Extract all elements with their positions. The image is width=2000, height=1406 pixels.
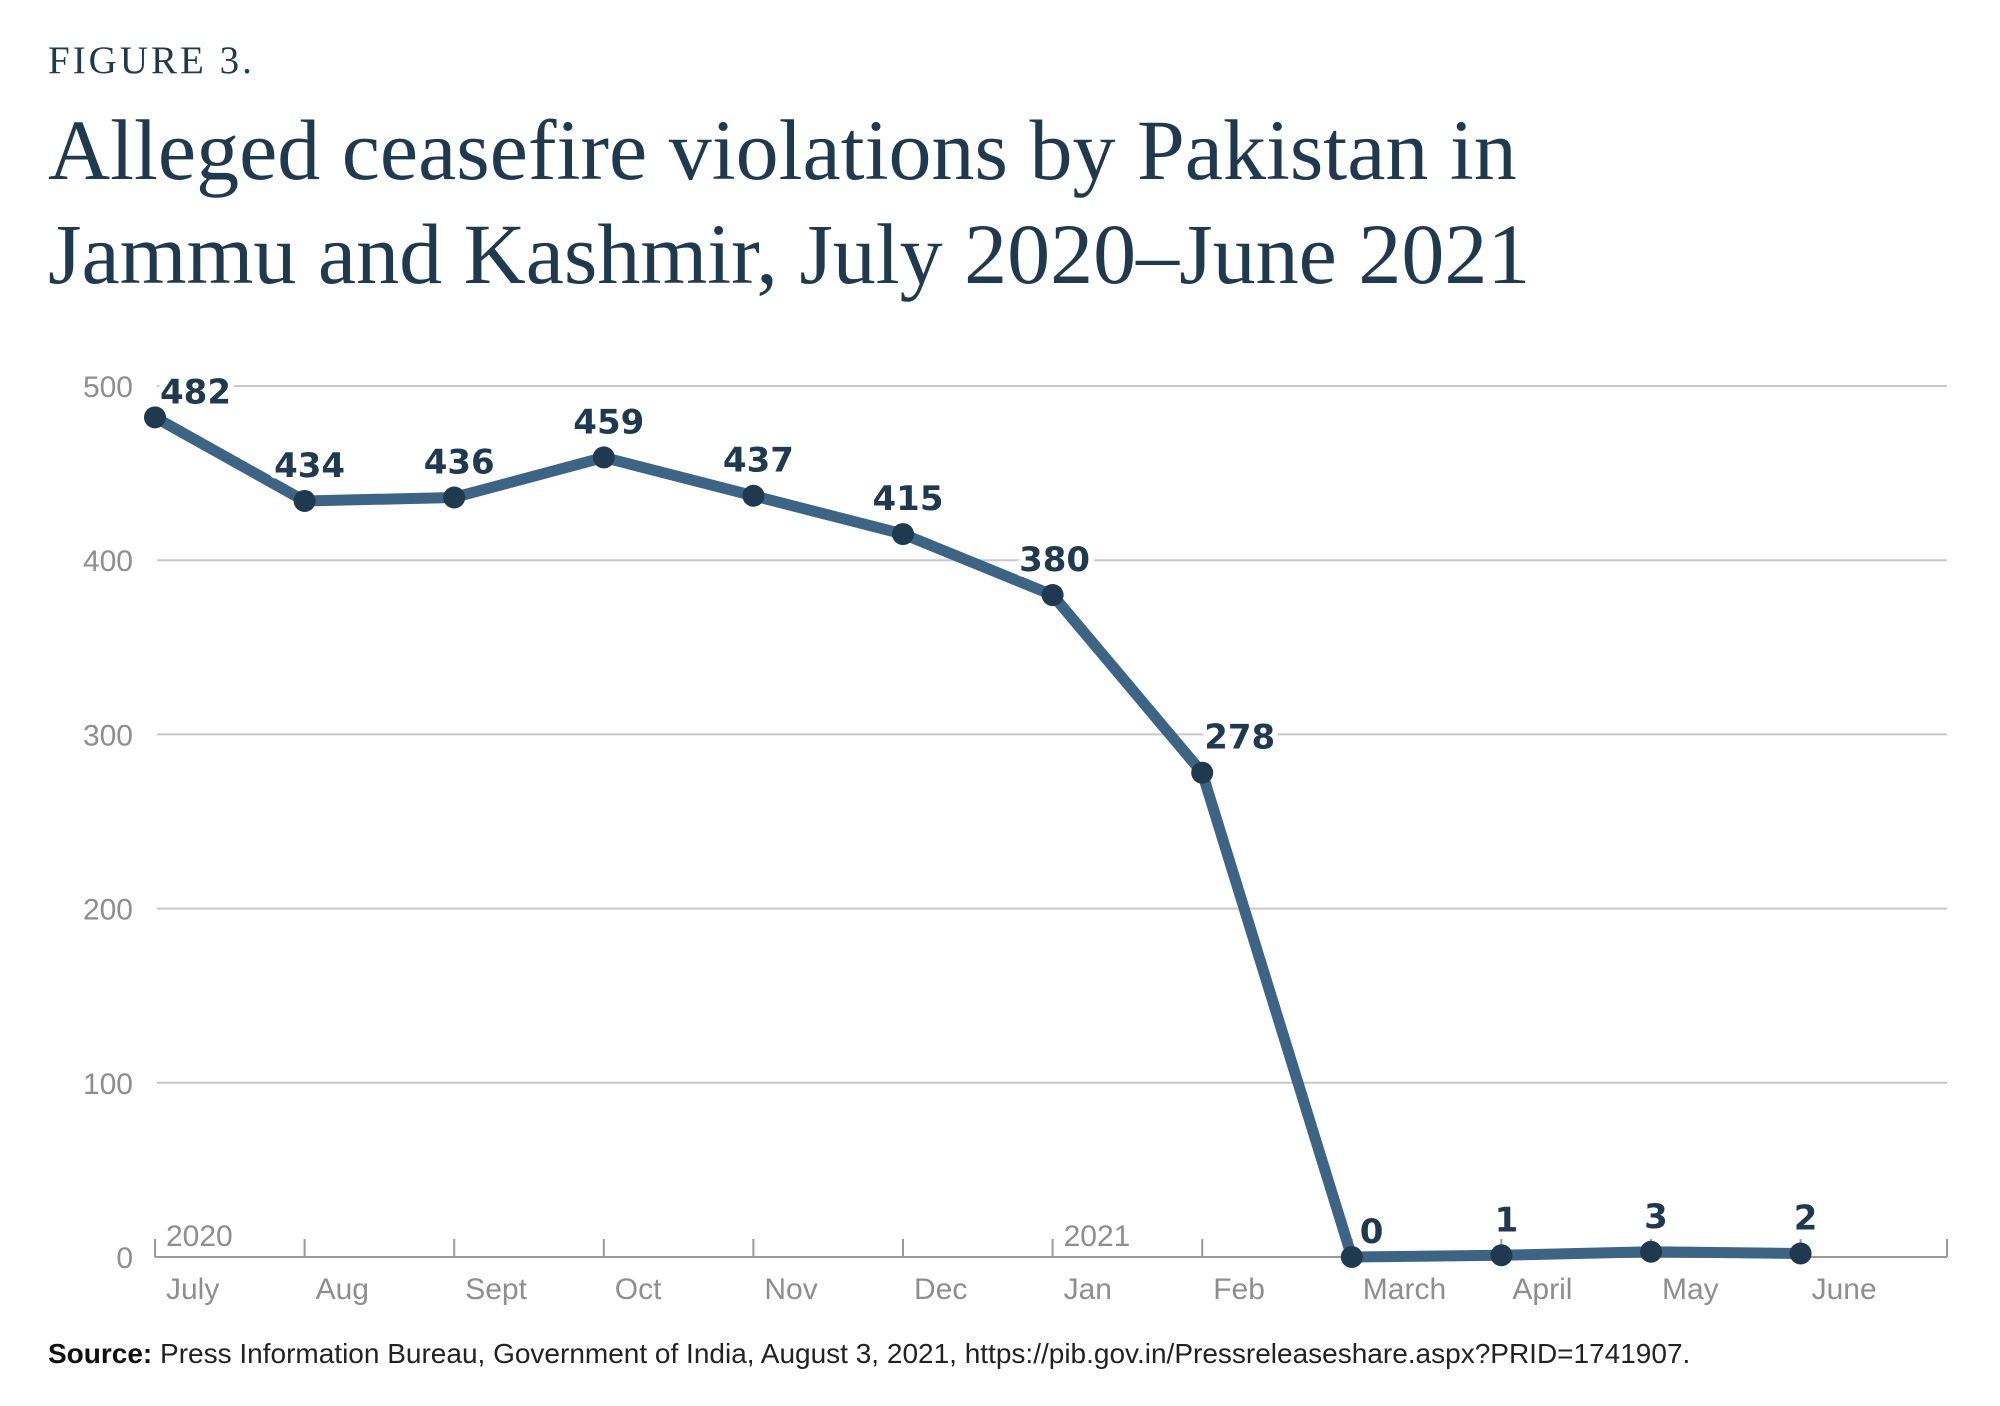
data-point xyxy=(1340,1246,1363,1268)
y-tick-label: 300 xyxy=(83,719,133,752)
x-tick-label: Oct xyxy=(615,1273,662,1306)
data-point xyxy=(144,406,166,429)
data-point xyxy=(1789,1242,1812,1265)
source-label: Source: xyxy=(48,1338,153,1369)
data-label: 1 xyxy=(1495,1200,1519,1240)
data-point xyxy=(1041,584,1064,607)
data-label: 0 xyxy=(1360,1212,1384,1252)
gridlines xyxy=(157,385,1947,1084)
data-point xyxy=(592,446,615,469)
year-label: 2021 xyxy=(1064,1220,1131,1253)
x-tick-label: Dec xyxy=(914,1273,967,1306)
y-tick-label: 200 xyxy=(83,894,133,927)
x-tick-label: June xyxy=(1812,1273,1877,1306)
x-tick-label: Nov xyxy=(764,1273,817,1306)
source-text: Press Information Bureau, Government of … xyxy=(160,1338,1691,1369)
data-point xyxy=(1640,1240,1662,1263)
y-tick-label: 500 xyxy=(83,371,133,404)
y-tick-label: 400 xyxy=(83,545,133,578)
data-label: 459 xyxy=(573,402,644,442)
data-label: 2 xyxy=(1794,1199,1818,1239)
data-label: 434 xyxy=(274,446,345,486)
data-point xyxy=(742,484,765,507)
data-label: 482 xyxy=(160,372,231,412)
series-line xyxy=(149,411,1807,1263)
data-label: 437 xyxy=(723,441,794,481)
markers xyxy=(144,406,1812,1268)
x-tick-label: April xyxy=(1512,1273,1572,1306)
chart-title: Alleged ceasefire violations by Pakistan… xyxy=(48,102,1531,302)
y-tick-label: 100 xyxy=(83,1068,133,1101)
data-point xyxy=(1191,761,1214,784)
year-label: 2020 xyxy=(166,1220,233,1253)
x-tick-label: May xyxy=(1662,1273,1719,1306)
x-tick-label: Aug xyxy=(316,1273,369,1306)
data-point xyxy=(892,523,914,546)
y-axis: 0 100 200 300 400 500 xyxy=(83,371,133,1275)
data-point xyxy=(443,486,466,509)
x-axis: July 2020 Aug Sept Oct Nov Dec Jan 2021 Feb March A… xyxy=(154,1220,1948,1306)
data-label: 436 xyxy=(424,442,495,482)
data-label: 415 xyxy=(873,479,944,519)
data-point xyxy=(293,489,316,512)
data-labels: 482 434 436 459 437 415 380 278 0 1 3 2 xyxy=(154,366,1823,1258)
data-label: 380 xyxy=(1019,540,1090,580)
series-line-path xyxy=(149,411,1807,1263)
x-tick-label: March xyxy=(1363,1273,1446,1306)
y-tick-label: 0 xyxy=(116,1242,133,1275)
figure-label: FIGURE 3. xyxy=(48,39,255,82)
x-tick-label: Feb xyxy=(1213,1273,1265,1306)
data-label: 3 xyxy=(1644,1197,1668,1237)
x-tick-label: July xyxy=(166,1273,219,1306)
data-label: 278 xyxy=(1204,718,1275,758)
x-tick-label: Jan xyxy=(1064,1273,1112,1306)
x-tick-label: Sept xyxy=(465,1273,527,1306)
source-note: Source: Press Information Bureau, Govern… xyxy=(48,1338,1690,1370)
data-point xyxy=(1490,1244,1513,1267)
